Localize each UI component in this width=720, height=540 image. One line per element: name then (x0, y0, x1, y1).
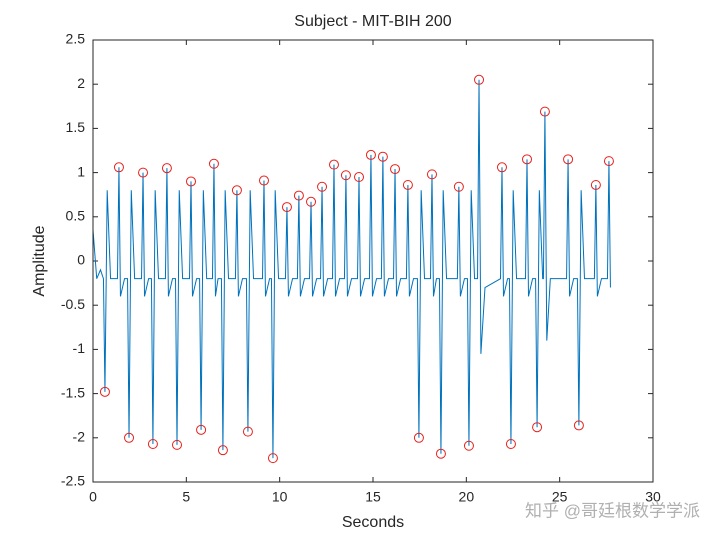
x-tick-label: 5 (182, 489, 190, 505)
peak-marker (99, 386, 110, 397)
peak-marker (563, 154, 574, 165)
peak-marker (317, 181, 328, 192)
peak-marker (196, 424, 207, 435)
peak-marker (242, 426, 253, 437)
peak-marker (231, 185, 242, 196)
peak-marker (463, 440, 474, 451)
watermark: 知乎 @哥廷根数学学派 (525, 501, 700, 520)
x-tick-label: 25 (552, 489, 568, 505)
peak-marker (354, 172, 364, 183)
peak-marker (113, 162, 124, 173)
peak-marker (217, 445, 228, 456)
peak-marker (172, 439, 182, 450)
signal-line (92, 79, 611, 459)
y-tick-label: 2 (77, 75, 85, 91)
y-axis-label: Amplitude (31, 225, 48, 296)
x-axis-label: Seconds (342, 514, 404, 531)
peak-marker (258, 175, 269, 186)
peak-marker (474, 74, 485, 85)
peak-marker (293, 190, 304, 201)
y-tick-label: -0.5 (61, 296, 85, 312)
y-tick-label: -2.5 (61, 473, 85, 489)
peak-marker (453, 181, 464, 192)
chart-title: Subject - MIT-BIH 200 (294, 13, 451, 30)
peak-marker (590, 179, 601, 190)
peak-marker (539, 106, 550, 117)
peak-marker (435, 448, 446, 459)
y-tick-label: 1 (77, 163, 85, 179)
peak-marker (573, 420, 584, 431)
peak-marker (426, 169, 437, 180)
x-tick-label: 30 (645, 489, 661, 505)
peak-marker (505, 438, 516, 449)
y-tick-label: 0 (77, 252, 85, 268)
peak-marker (340, 170, 351, 181)
peak-marker (124, 432, 135, 443)
x-tick-label: 20 (459, 489, 475, 505)
axes-box (92, 39, 654, 483)
y-tick-label: -1.5 (61, 384, 85, 400)
x-tick-label: 15 (365, 489, 381, 505)
peak-marker (306, 196, 317, 207)
peak-marker (186, 176, 196, 187)
y-tick-label: 0.5 (66, 208, 86, 224)
peak-marker (281, 202, 292, 213)
peak-marker (147, 438, 158, 449)
peak-marker (365, 149, 376, 160)
peak-marker (413, 432, 424, 443)
peak-marker (328, 159, 339, 170)
peak-marker (208, 158, 219, 169)
peak-marker (532, 422, 543, 433)
y-tick-label: 1.5 (66, 119, 86, 135)
peak-marker (267, 453, 278, 464)
peak-marker (161, 163, 172, 174)
peak-marker (603, 156, 614, 167)
peak-marker (402, 179, 413, 190)
y-tick-label: -2 (73, 429, 86, 445)
peak-marker (138, 167, 149, 178)
peak-marker (390, 164, 401, 175)
x-tick-label: 10 (272, 489, 288, 505)
y-tick-label: -1 (73, 340, 86, 356)
peak-marker (377, 151, 388, 162)
plot-area (93, 40, 653, 482)
x-tick-label: 0 (89, 489, 97, 505)
peak-marker (522, 154, 532, 165)
peak-marker (496, 162, 507, 173)
y-tick-label: 2.5 (66, 31, 86, 47)
